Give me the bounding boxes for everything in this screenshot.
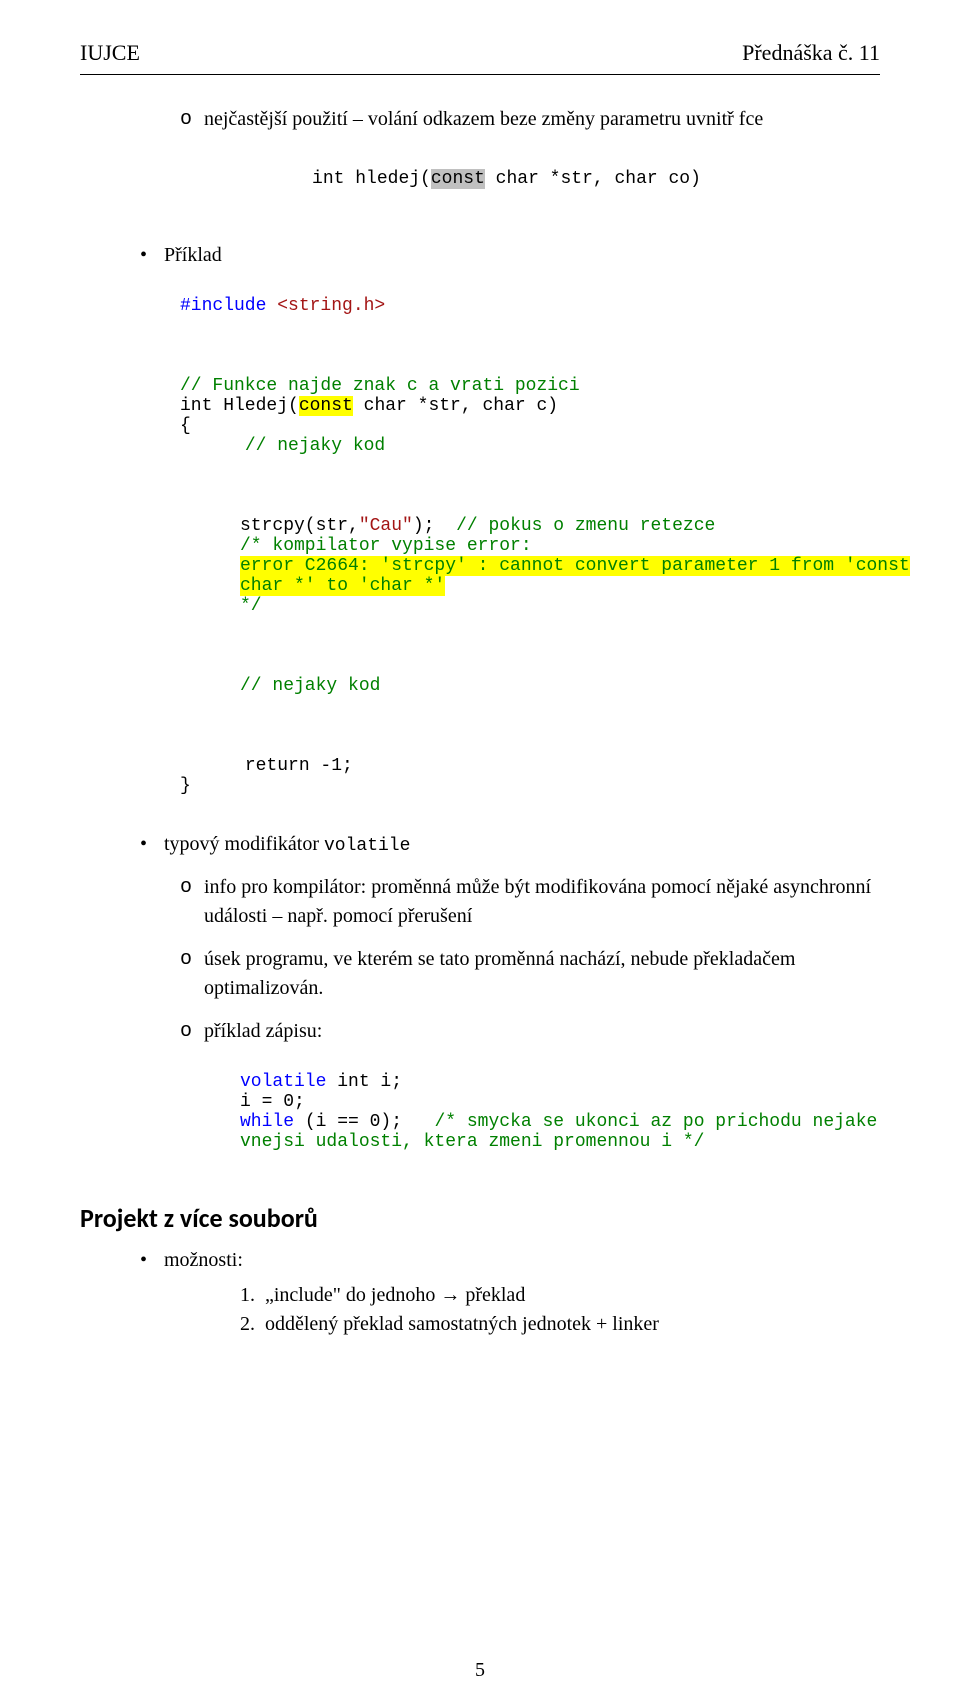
bullet-moznosti: možnosti: (164, 1246, 243, 1275)
code-decl-pre: int Hledej( (180, 396, 299, 416)
code-hledej-post: char *str, char co) (485, 169, 701, 189)
code-strcpy-d: // pokus o zmenu retezce (456, 516, 715, 536)
code-i-eq-0: i = 0; (240, 1092, 305, 1112)
code-hledej-pre: int hledej( (312, 169, 431, 189)
header-left: IUJCE (80, 40, 140, 66)
bullet-o-icon: o (180, 105, 204, 221)
code-strcpy-c: ); (413, 516, 456, 536)
bullet-dot-icon: • (140, 1246, 164, 1275)
code-volatile-kw: volatile (240, 1072, 326, 1092)
text-priklad-zapisu: příklad zápisu: (204, 1017, 322, 1046)
code-include: #include (180, 296, 277, 316)
text-info-compiler: info pro kompilátor: proměnná může být m… (204, 873, 880, 931)
code-include-arg: <string.h> (277, 296, 385, 316)
code-brace-close: } (180, 776, 191, 796)
code-decl-post: char *str, char c) (353, 396, 558, 416)
code-return: return -1; (245, 756, 353, 776)
header-rule (80, 74, 880, 75)
code-comment-4: // nejaky kod (240, 676, 380, 696)
bullet-priklad: Příklad (164, 241, 222, 270)
numbered-2: 2. oddělený překlad samostatných jednote… (240, 1310, 880, 1339)
code-const-gray: const (431, 169, 485, 189)
code-comment-2: // nejaky kod (245, 436, 385, 456)
code-comment-end: */ (240, 596, 262, 616)
text-usage: nejčastější použití – volání odkazem bez… (204, 105, 763, 221)
code-volatile-decl: int i; (326, 1072, 402, 1092)
section-title-projekt: Projekt z více souborů (80, 1202, 880, 1234)
text-usek: úsek programu, ve kterém se tato proměnn… (204, 945, 880, 1003)
bullet-o-icon: o (180, 873, 204, 931)
code-while-kw: while (240, 1112, 294, 1132)
code-strcpy-a: strcpy(str, (240, 516, 359, 536)
bullet-dot-icon: • (140, 241, 164, 270)
code-decl-const: const (299, 396, 353, 416)
code-comment-3: /* kompilator vypise error: (240, 536, 532, 556)
bullet-volatile: typový modifikátor volatile (164, 830, 410, 859)
code-brace-open: { (180, 416, 191, 436)
code-strcpy-b: "Cau" (359, 516, 413, 536)
header-right: Přednáška č. 11 (742, 40, 880, 66)
code-comment-1: // Funkce najde znak c a vrati pozici (180, 376, 580, 396)
code-while-cond: (i == 0); (294, 1112, 434, 1132)
numbered-1: 1. „include" do jednoho → překlad (240, 1281, 880, 1310)
bullet-o-icon: o (180, 1017, 204, 1046)
page-number: 5 (0, 1659, 960, 1682)
bullet-o-icon: o (180, 945, 204, 1003)
code-error-hl: error C2664: 'strcpy' : cannot convert p… (240, 556, 910, 596)
bullet-dot-icon: • (140, 830, 164, 859)
